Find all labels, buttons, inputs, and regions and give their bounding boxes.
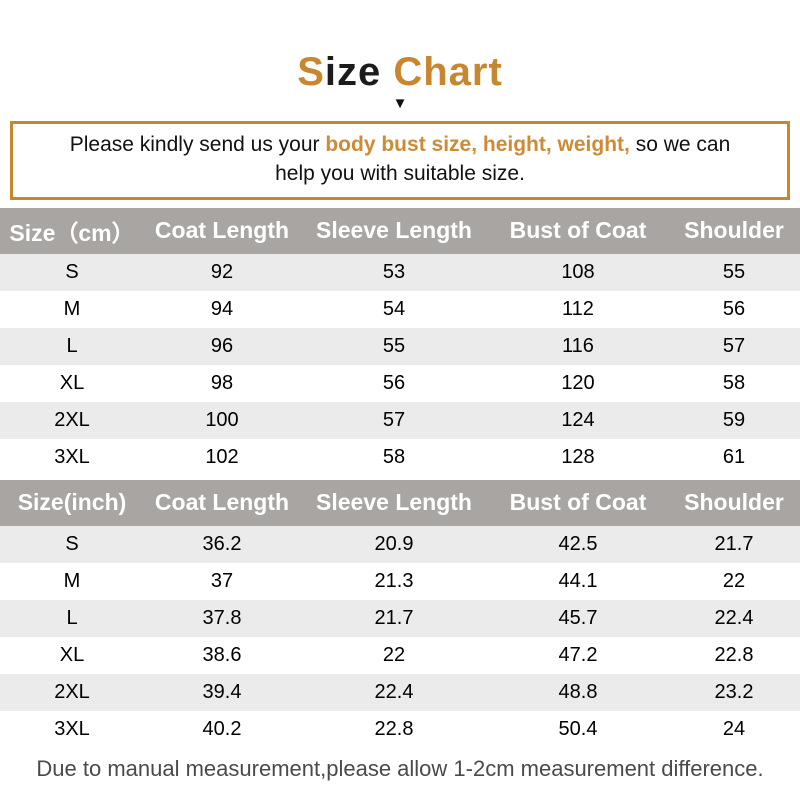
table-cell: 50.4 bbox=[488, 710, 668, 748]
table-cell: 100 bbox=[144, 401, 300, 439]
notice-text-line2: help you with suitable size. bbox=[275, 162, 525, 186]
column-header: Bust of Coat bbox=[488, 207, 668, 254]
table-cell: 55 bbox=[668, 253, 800, 291]
table-cell: 21.7 bbox=[300, 599, 488, 637]
table-cell: 22.4 bbox=[300, 673, 488, 711]
title-black-part: ize bbox=[324, 50, 394, 94]
table-cell: 96 bbox=[144, 327, 300, 365]
table-cell: 48.8 bbox=[488, 673, 668, 711]
column-header: Size(inch) bbox=[0, 479, 144, 526]
column-header: Bust of Coat bbox=[488, 479, 668, 526]
table-cell: 22.8 bbox=[668, 636, 800, 674]
table-cell: 124 bbox=[488, 401, 668, 439]
table-cell: 37.8 bbox=[144, 599, 300, 637]
table-cell: 55 bbox=[300, 327, 488, 365]
table-cell: 116 bbox=[488, 327, 668, 365]
notice-box: Please kindly send us your body bust siz… bbox=[10, 121, 790, 200]
table-cell: 22 bbox=[300, 636, 488, 674]
table-cell: 47.2 bbox=[488, 636, 668, 674]
table-cell: M bbox=[0, 562, 144, 600]
table-cell: 2XL bbox=[0, 673, 144, 711]
table-cell: 56 bbox=[300, 364, 488, 402]
table-cell: 61 bbox=[668, 438, 800, 476]
table-cell: L bbox=[0, 327, 144, 365]
table-row: 3XL 40.2 22.8 50.4 24 bbox=[0, 710, 800, 748]
table-cell: 58 bbox=[300, 438, 488, 476]
table-cell: 22 bbox=[668, 562, 800, 600]
table-cell: 44.1 bbox=[488, 562, 668, 600]
table-cell: 20.9 bbox=[300, 525, 488, 563]
table-cell: L bbox=[0, 599, 144, 637]
size-table-cm: Size（cm） Coat Length Sleeve Length Bust of … bbox=[0, 207, 800, 476]
table-cell: 92 bbox=[144, 253, 300, 291]
table-cell: 128 bbox=[488, 438, 668, 476]
table-cell: 22.8 bbox=[300, 710, 488, 748]
table-cell: 56 bbox=[668, 290, 800, 328]
table-cell: 3XL bbox=[0, 438, 144, 476]
table-cell: 23.2 bbox=[668, 673, 800, 711]
table-row: S 36.2 20.9 42.5 21.7 bbox=[0, 525, 800, 563]
table-cell: 42.5 bbox=[488, 525, 668, 563]
column-header: Coat Length bbox=[144, 479, 300, 526]
column-header: Shoulder bbox=[668, 479, 800, 526]
table-cell: 3XL bbox=[0, 710, 144, 748]
notice-text-suffix: so we can bbox=[629, 133, 731, 156]
table-cell: 24 bbox=[668, 710, 800, 748]
table-header-row: Size（cm） Coat Length Sleeve Length Bust of … bbox=[0, 207, 800, 254]
table-cell: 98 bbox=[144, 364, 300, 402]
triangle-down-icon: ▼ bbox=[392, 95, 408, 112]
table-cell: 53 bbox=[300, 253, 488, 291]
table-cell: S bbox=[0, 525, 144, 563]
notice-text-highlight: body bust size, height, weight, bbox=[325, 133, 630, 156]
size-table-inch: Size(inch) Coat Length Sleeve Length Bust o… bbox=[0, 479, 800, 748]
table-row: L 37.8 21.7 45.7 22.4 bbox=[0, 599, 800, 637]
table-row: S 92 53 108 55 bbox=[0, 253, 800, 291]
table-cell: 57 bbox=[300, 401, 488, 439]
page-title: Size Chart bbox=[0, 0, 800, 94]
table-cell: 40.2 bbox=[144, 710, 300, 748]
column-header: Coat Length bbox=[144, 207, 300, 254]
table-header-row: Size(inch) Coat Length Sleeve Length Bust o… bbox=[0, 479, 800, 526]
table-cell: 22.4 bbox=[668, 599, 800, 637]
table-cell: 108 bbox=[488, 253, 668, 291]
table-cell: 57 bbox=[668, 327, 800, 365]
footer-note: Due to manual measurement,please allow 1… bbox=[36, 755, 764, 781]
notice-text-prefix: Please kindly send us your bbox=[69, 133, 326, 156]
table-cell: XL bbox=[0, 636, 144, 674]
table-cell: 112 bbox=[488, 290, 668, 328]
column-header: Shoulder bbox=[668, 207, 800, 254]
table-cell: 38.6 bbox=[144, 636, 300, 674]
table-row: 2XL 100 57 124 59 bbox=[0, 401, 800, 439]
table-cell: 94 bbox=[144, 290, 300, 328]
table-cell: XL bbox=[0, 364, 144, 402]
table-cell: 58 bbox=[668, 364, 800, 402]
table-cell: 120 bbox=[488, 364, 668, 402]
table-row: XL 38.6 22 47.2 22.8 bbox=[0, 636, 800, 674]
table-cell: 59 bbox=[668, 401, 800, 439]
table-cell: 54 bbox=[300, 290, 488, 328]
table-cell: S bbox=[0, 253, 144, 291]
table-cell: 2XL bbox=[0, 401, 144, 439]
column-header: Size（cm） bbox=[0, 207, 144, 254]
table-cell: 37 bbox=[144, 562, 300, 600]
table-cell: 21.3 bbox=[300, 562, 488, 600]
table-cell: 39.4 bbox=[144, 673, 300, 711]
table-row: L 96 55 116 57 bbox=[0, 327, 800, 365]
table-row: 2XL 39.4 22.4 48.8 23.2 bbox=[0, 673, 800, 711]
table-cell: 45.7 bbox=[488, 599, 668, 637]
title-accent-letter: S bbox=[297, 50, 325, 94]
table-cell: 21.7 bbox=[668, 525, 800, 563]
column-header: Sleeve Length bbox=[300, 479, 488, 526]
column-header: Sleeve Length bbox=[300, 207, 488, 254]
table-row: XL 98 56 120 58 bbox=[0, 364, 800, 402]
table-cell: 102 bbox=[144, 438, 300, 476]
table-row: M 94 54 112 56 bbox=[0, 290, 800, 328]
table-row: M 37 21.3 44.1 22 bbox=[0, 562, 800, 600]
table-cell: 36.2 bbox=[144, 525, 300, 563]
table-cell: M bbox=[0, 290, 144, 328]
table-row: 3XL 102 58 128 61 bbox=[0, 438, 800, 476]
title-accent-word: Chart bbox=[393, 50, 503, 94]
